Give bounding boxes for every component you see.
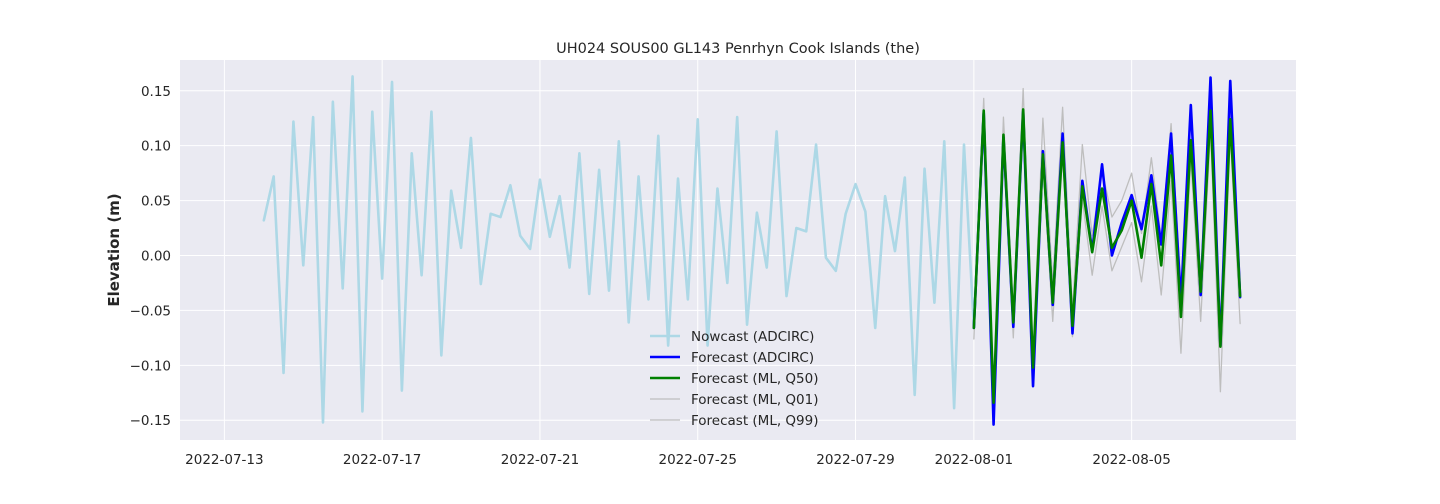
- legend-label: Forecast (ML, Q50): [691, 371, 819, 387]
- x-tick-label: 2022-07-25: [658, 452, 736, 468]
- legend-label: Nowcast (ADCIRC): [691, 329, 814, 345]
- y-tick-label: −0.05: [130, 303, 171, 319]
- legend-label: Forecast (ML, Q99): [691, 413, 819, 429]
- y-tick-label: 0.15: [141, 84, 171, 100]
- y-tick-label: −0.10: [130, 358, 171, 374]
- x-tick-label: 2022-08-05: [1092, 452, 1170, 468]
- x-tick-label: 2022-07-29: [816, 452, 894, 468]
- series-line-forecast-ml-q50: [972, 108, 1242, 404]
- legend-label: Forecast (ML, Q01): [691, 392, 819, 408]
- legend-label: Forecast (ADCIRC): [691, 350, 814, 366]
- legend: Nowcast (ADCIRC) Forecast (ADCIRC) Forecas…: [650, 329, 819, 429]
- y-tick-label: 0.05: [141, 194, 171, 210]
- y-tick-label: 0.00: [141, 248, 171, 264]
- y-tick-label: 0.10: [141, 139, 171, 155]
- x-tick-label: 2022-07-17: [343, 452, 421, 468]
- x-tick-label: 2022-07-21: [501, 452, 579, 468]
- chart-title: UH024 SOUS00 GL143 Penrhyn Cook Islands …: [556, 41, 920, 57]
- series-line-nowcast-adcirc: [262, 75, 976, 424]
- x-tick-label: 2022-08-01: [935, 452, 1013, 468]
- series-layer: [262, 75, 1242, 426]
- ticks-layer: 2022-07-13 2022-07-17 2022-07-21 2022-07-25…: [130, 84, 1171, 468]
- y-axis-label: Elevation (m): [105, 193, 123, 306]
- y-tick-label: −0.15: [130, 413, 171, 429]
- x-tick-label: 2022-07-13: [185, 452, 263, 468]
